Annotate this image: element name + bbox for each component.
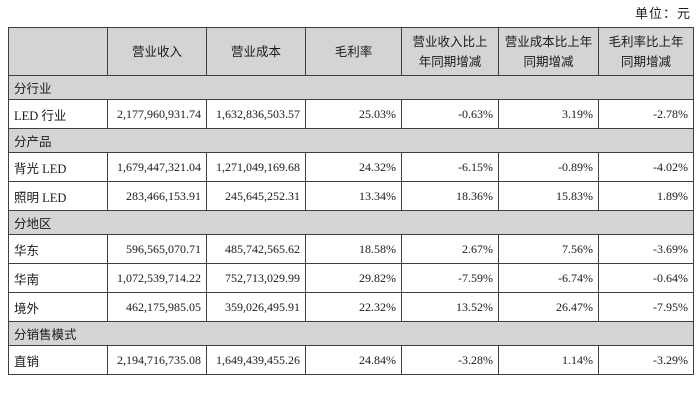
row-label-cell: 照明 LED (8, 181, 108, 211)
value-cell: -3.28% (401, 345, 499, 375)
value-cell: 3.19% (498, 99, 599, 129)
value-cell: -6.15% (401, 152, 499, 182)
table-body: 分行业 LED 行业 2,177,960,931.74 1,632,836,503.5… (8, 75, 694, 375)
row-label-cell: 直销 (8, 345, 108, 375)
data-row: LED 行业 2,177,960,931.74 1,632,836,503.57 25… (8, 99, 694, 129)
column-header-margin-yoy: 毛利率比上年同期增减 (598, 27, 694, 76)
value-cell: 18.36% (401, 181, 499, 211)
section-label: 分地区 (8, 210, 694, 235)
data-row: 直销 2,194,716,735.08 1,649,439,455.26 24.84%… (8, 345, 694, 375)
column-header-gross-margin: 毛利率 (305, 27, 402, 76)
value-cell: 462,175,985.05 (107, 292, 207, 322)
value-cell: 485,742,565.62 (206, 234, 306, 264)
value-cell: 24.84% (305, 345, 402, 375)
data-row: 华东 596,565,070.71 485,742,565.62 18.58% 2.67… (8, 234, 694, 264)
value-cell: -2.78% (598, 99, 694, 129)
data-row: 华南 1,072,539,714.22 752,713,029.99 29.82% -7… (8, 263, 694, 293)
column-header-revenue-yoy: 营业收入比上年同期增减 (401, 27, 499, 76)
value-cell: 18.58% (305, 234, 402, 264)
section-label: 分销售模式 (8, 321, 694, 346)
section-row: 分销售模式 (8, 321, 694, 346)
value-cell: -4.02% (598, 152, 694, 182)
data-row: 背光 LED 1,679,447,321.04 1,271,049,169.68 24… (8, 152, 694, 182)
data-row: 境外 462,175,985.05 359,026,495.91 22.32% 13.5… (8, 292, 694, 322)
value-cell: 22.32% (305, 292, 402, 322)
value-cell: -6.74% (498, 263, 599, 293)
row-label-cell: 华东 (8, 234, 108, 264)
value-cell: -7.59% (401, 263, 499, 293)
value-cell: 1.14% (498, 345, 599, 375)
value-cell: -3.29% (598, 345, 694, 375)
section-label: 分行业 (8, 75, 694, 100)
value-cell: 25.03% (305, 99, 402, 129)
column-header-cost-yoy: 营业成本比上年同期增减 (498, 27, 599, 76)
value-cell: 596,565,070.71 (107, 234, 207, 264)
value-cell: 245,645,252.31 (206, 181, 306, 211)
data-row: 照明 LED 283,466,153.91 245,645,252.31 13.34%… (8, 181, 694, 211)
value-cell: -0.63% (401, 99, 499, 129)
value-cell: -7.95% (598, 292, 694, 322)
header-row: 营业收入 营业成本 毛利率 营业收入比上年同期增减 营业成本比上年同期增减 毛利… (8, 27, 694, 76)
section-row: 分行业 (8, 75, 694, 100)
value-cell: -3.69% (598, 234, 694, 264)
section-row: 分地区 (8, 210, 694, 235)
column-header-revenue: 营业收入 (107, 27, 207, 76)
value-cell: 26.47% (498, 292, 599, 322)
value-cell: 1,679,447,321.04 (107, 152, 207, 182)
revenue-cost-margin-table: 营业收入 营业成本 毛利率 营业收入比上年同期增减 营业成本比上年同期增减 毛利… (8, 27, 694, 375)
column-header-cost: 营业成本 (206, 27, 306, 76)
section-label: 分产品 (8, 128, 694, 153)
value-cell: 2.67% (401, 234, 499, 264)
value-cell: -0.64% (598, 263, 694, 293)
value-cell: 29.82% (305, 263, 402, 293)
value-cell: 2,194,716,735.08 (107, 345, 207, 375)
value-cell: 2,177,960,931.74 (107, 99, 207, 129)
value-cell: 1,072,539,714.22 (107, 263, 207, 293)
value-cell: 1,649,439,455.26 (206, 345, 306, 375)
unit-label: 单位：元 (634, 6, 691, 21)
section-row: 分产品 (8, 128, 694, 153)
row-label-cell: 境外 (8, 292, 108, 322)
row-label-cell: 华南 (8, 263, 108, 293)
value-cell: 1,271,049,169.68 (206, 152, 306, 182)
column-header-blank (8, 27, 108, 76)
value-cell: 15.83% (498, 181, 599, 211)
value-cell: 24.32% (305, 152, 402, 182)
value-cell: 359,026,495.91 (206, 292, 306, 322)
value-cell: 1.89% (598, 181, 694, 211)
row-label-cell: LED 行业 (8, 99, 108, 129)
value-cell: 7.56% (498, 234, 599, 264)
value-cell: 13.52% (401, 292, 499, 322)
value-cell: 283,466,153.91 (107, 181, 207, 211)
value-cell: 752,713,029.99 (206, 263, 306, 293)
value-cell: -0.89% (498, 152, 599, 182)
value-cell: 1,632,836,503.57 (206, 99, 306, 129)
value-cell: 13.34% (305, 181, 402, 211)
row-label-cell: 背光 LED (8, 152, 108, 182)
